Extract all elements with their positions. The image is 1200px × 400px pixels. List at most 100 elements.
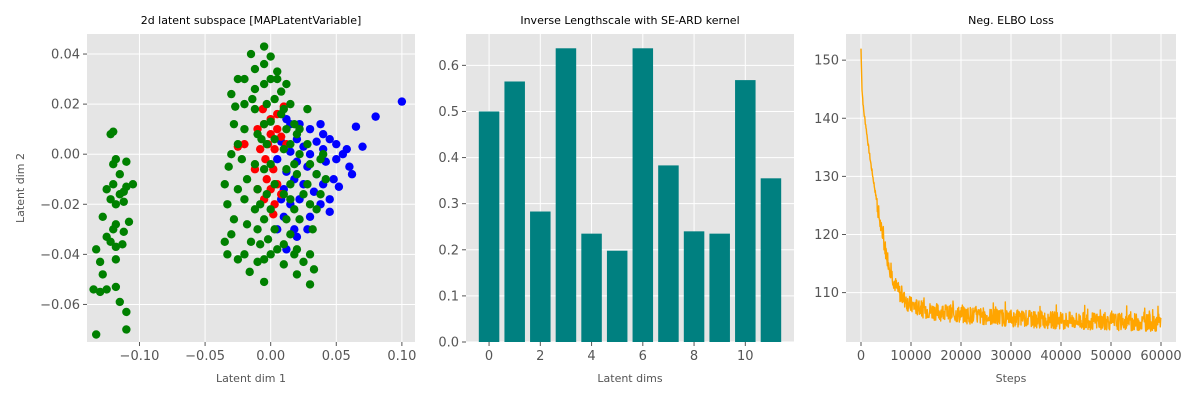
scatter-point bbox=[279, 240, 288, 249]
scatter-point bbox=[266, 160, 275, 169]
scatter-point bbox=[255, 200, 265, 209]
scatter-point bbox=[233, 185, 243, 194]
line-title: Neg. ELBO Loss bbox=[968, 14, 1054, 27]
scatter-point bbox=[305, 160, 315, 169]
scatter-point bbox=[292, 270, 302, 279]
bar-x-tick-label: 4 bbox=[587, 349, 595, 364]
scatter-point bbox=[316, 119, 325, 129]
scatter-point bbox=[91, 330, 101, 339]
scatter-point bbox=[282, 165, 291, 174]
scatter-point bbox=[245, 267, 254, 277]
line-x-axis-label: Steps bbox=[996, 372, 1027, 385]
scatter-point bbox=[276, 132, 286, 141]
scatter-point bbox=[250, 104, 260, 114]
line-y-tick-label: 150 bbox=[814, 54, 839, 69]
scatter-point bbox=[303, 139, 312, 149]
scatter-point bbox=[237, 155, 247, 164]
line-x-tick-label: 20000 bbox=[940, 349, 981, 364]
scatter-point bbox=[227, 149, 236, 159]
scatter-point bbox=[255, 240, 265, 249]
scatter-point bbox=[259, 119, 269, 129]
scatter-point bbox=[270, 134, 279, 144]
line-tick-labels: 0 10000 20000 30000 40000 50000 60000 110 120 130… bbox=[814, 54, 1182, 364]
scatter-point bbox=[240, 99, 249, 109]
scatter-x-axis-label: Latent dim 1 bbox=[216, 372, 286, 385]
scatter-point bbox=[286, 195, 295, 204]
line-x-tick-label: 0 bbox=[857, 349, 865, 364]
scatter-x-tick-label: 0.00 bbox=[256, 349, 285, 364]
scatter-point bbox=[292, 170, 302, 179]
scatter-point bbox=[299, 257, 308, 267]
bar-y-tick-label: 0.5 bbox=[438, 105, 459, 120]
scatter-point bbox=[266, 205, 275, 214]
scatter-point bbox=[325, 134, 334, 144]
scatter-point bbox=[111, 155, 121, 164]
bar-y-tick-label: 0.1 bbox=[438, 289, 459, 304]
scatter-point bbox=[305, 280, 315, 289]
bar-x-axis-label: Latent dims bbox=[597, 372, 662, 385]
scatter-point bbox=[295, 124, 304, 134]
scatter-point bbox=[286, 99, 295, 109]
scatter-point bbox=[111, 282, 121, 292]
scatter-point bbox=[270, 94, 279, 104]
scatter-point bbox=[262, 139, 271, 149]
scatter-point bbox=[250, 160, 260, 169]
bar bbox=[709, 233, 730, 342]
scatter-point bbox=[270, 144, 279, 154]
scatter-point bbox=[109, 180, 118, 189]
scatter-point bbox=[224, 162, 233, 171]
scatter-point bbox=[261, 155, 270, 164]
scatter-point bbox=[111, 220, 121, 229]
bar-title: Inverse Lengthscale with SE-ARD kernel bbox=[520, 14, 739, 27]
scatter-point bbox=[303, 180, 312, 189]
bar-x-tick-label: 0 bbox=[485, 349, 493, 364]
scatter-point bbox=[122, 182, 131, 191]
line-y-tick-label: 130 bbox=[814, 170, 839, 185]
scatter-point bbox=[102, 185, 111, 194]
loss-line bbox=[860, 48, 1162, 332]
scatter-point bbox=[253, 257, 262, 267]
scatter-point bbox=[318, 149, 328, 159]
scatter-point bbox=[250, 84, 260, 94]
scatter-panel: −0.10 −0.05 0.00 0.05 0.10 −0.06 −0.04 −0.02 0.0… bbox=[14, 14, 416, 385]
scatter-point bbox=[325, 195, 334, 204]
scatter-point bbox=[220, 180, 229, 189]
scatter-point bbox=[253, 225, 262, 234]
scatter-point bbox=[231, 102, 240, 111]
scatter-point bbox=[111, 200, 121, 209]
bar-x-tick-label: 2 bbox=[536, 349, 544, 364]
scatter-y-tick-label: −0.04 bbox=[40, 248, 80, 263]
bar-bars bbox=[478, 48, 782, 343]
scatter-point bbox=[286, 230, 295, 239]
scatter-point bbox=[259, 59, 269, 69]
scatter-point bbox=[119, 227, 128, 237]
scatter-point bbox=[91, 245, 101, 254]
scatter-point bbox=[325, 207, 334, 216]
scatter-point bbox=[223, 200, 232, 209]
scatter-point bbox=[266, 52, 275, 61]
scatter-y-tick-label: −0.02 bbox=[40, 198, 80, 213]
scatter-point bbox=[122, 325, 131, 334]
line-x-tick-label: 40000 bbox=[1040, 349, 1081, 364]
scatter-point bbox=[305, 149, 315, 159]
scatter-point bbox=[227, 89, 236, 99]
scatter-point bbox=[89, 285, 98, 294]
scatter-point bbox=[229, 215, 239, 224]
scatter-point bbox=[312, 170, 321, 179]
scatter-tick-labels: −0.10 −0.05 0.00 0.05 0.10 −0.06 −0.04 −0.02 0.0… bbox=[40, 48, 416, 364]
scatter-point bbox=[98, 270, 107, 279]
scatter-y-tick-label: 0.04 bbox=[51, 48, 80, 63]
scatter-point bbox=[266, 74, 275, 84]
bar-x-tick-label: 10 bbox=[737, 349, 754, 364]
scatter-point bbox=[122, 157, 131, 166]
scatter-point bbox=[270, 180, 279, 189]
scatter-point bbox=[246, 49, 256, 59]
scatter-point bbox=[312, 137, 321, 146]
scatter-point bbox=[227, 230, 236, 239]
bar bbox=[504, 81, 525, 342]
scatter-point bbox=[95, 257, 105, 267]
scatter-point bbox=[262, 190, 271, 199]
bar bbox=[530, 211, 551, 342]
scatter-point bbox=[250, 205, 260, 214]
